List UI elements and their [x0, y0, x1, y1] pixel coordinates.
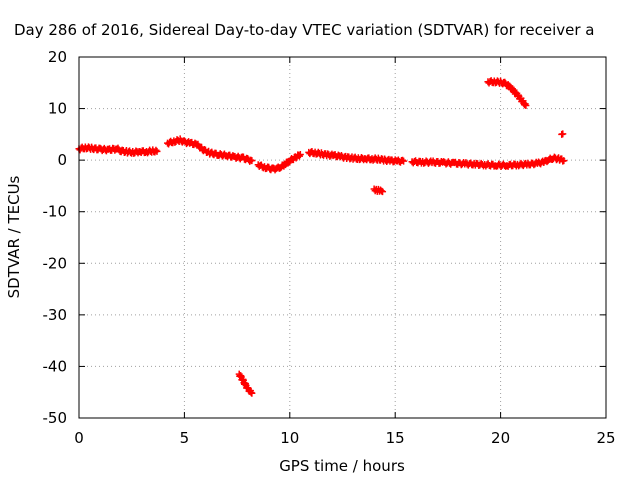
x-tick-label: 15: [386, 429, 405, 447]
y-tick-label: 20: [48, 48, 67, 66]
y-tick-label: 0: [57, 151, 67, 169]
data-point: [248, 389, 256, 397]
data-point: [400, 157, 408, 165]
x-tick-label: 20: [491, 429, 510, 447]
x-tick-label: 5: [180, 429, 190, 447]
x-tick-label: 25: [596, 429, 615, 447]
y-axis-title: SDTVAR / TECUs: [5, 175, 23, 298]
y-tick-label: -40: [43, 357, 68, 375]
y-tick-label: -20: [43, 254, 68, 272]
plot-frame: [78, 56, 607, 419]
x-tick-label: 0: [74, 429, 84, 447]
data-point: [296, 150, 304, 158]
y-tick-label: 10: [48, 100, 67, 118]
data-point: [399, 156, 407, 164]
data-point: [379, 188, 387, 196]
data-point: [522, 101, 530, 109]
data-point: [559, 130, 567, 138]
axes: 0 5 10 15 20 25 -50 -40 -30 -20 -10 0 10 20: [43, 48, 616, 447]
data-point: [248, 157, 256, 165]
y-tick-label: -50: [43, 409, 68, 427]
data-points: [75, 77, 568, 397]
y-tick-label: -10: [43, 203, 68, 221]
grid-lines: [79, 57, 606, 418]
x-axis-title: GPS time / hours: [279, 457, 405, 475]
x-tick-label: 10: [280, 429, 299, 447]
data-point: [152, 146, 160, 154]
data-point: [560, 157, 568, 165]
y-tick-label: -30: [43, 306, 68, 324]
chart-title: Day 286 of 2016, Sidereal Day-to-day VTE…: [14, 21, 595, 39]
data-point: [153, 147, 161, 155]
